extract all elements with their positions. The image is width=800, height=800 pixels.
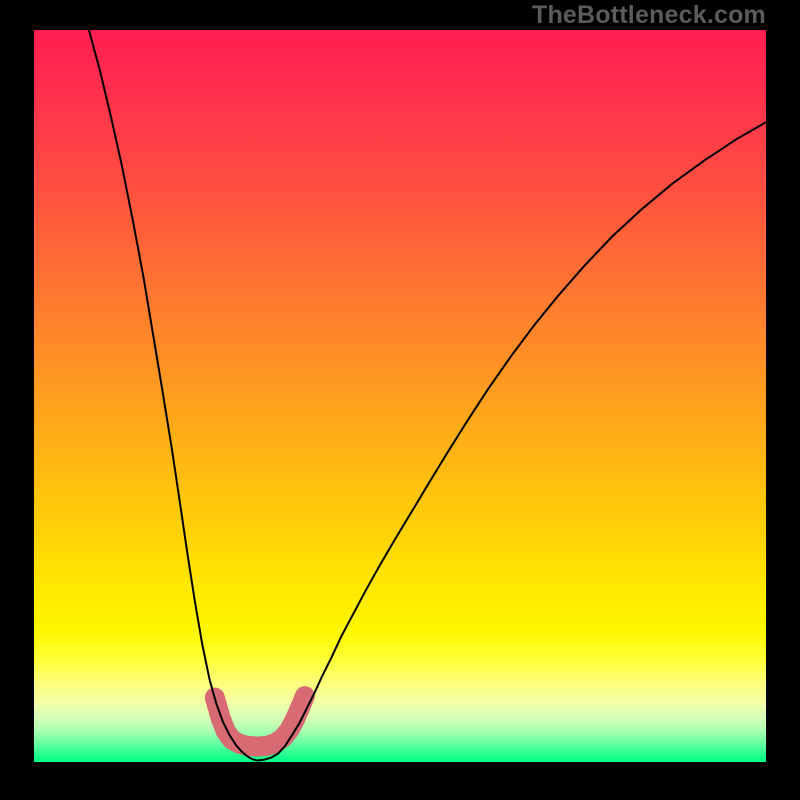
gradient-background	[34, 30, 766, 762]
plot-area	[34, 30, 766, 762]
chart-frame: TheBottleneck.com	[0, 0, 800, 800]
border-bottom	[0, 762, 800, 800]
plot-svg	[34, 30, 766, 762]
border-right	[766, 0, 800, 800]
watermark-text: TheBottleneck.com	[532, 1, 766, 30]
border-left	[0, 0, 34, 800]
